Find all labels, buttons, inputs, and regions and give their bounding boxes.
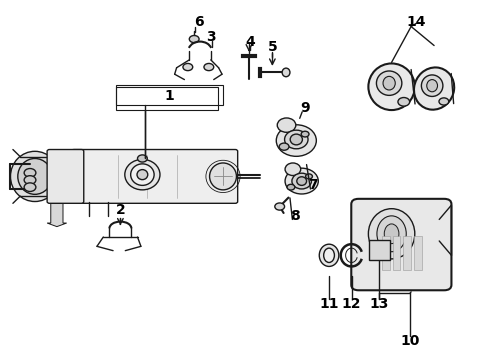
Circle shape — [204, 63, 214, 71]
Circle shape — [301, 131, 309, 137]
Text: 11: 11 — [319, 297, 339, 311]
Circle shape — [275, 203, 285, 210]
Circle shape — [398, 98, 410, 106]
Text: 6: 6 — [194, 15, 203, 29]
Circle shape — [287, 184, 295, 190]
Circle shape — [24, 183, 36, 192]
Circle shape — [183, 63, 193, 71]
Text: 5: 5 — [268, 40, 277, 54]
Circle shape — [24, 176, 36, 184]
Ellipse shape — [384, 224, 399, 244]
Text: 2: 2 — [116, 203, 125, 217]
Ellipse shape — [414, 67, 454, 110]
Ellipse shape — [125, 159, 160, 190]
Ellipse shape — [285, 163, 301, 176]
Circle shape — [138, 155, 147, 162]
Ellipse shape — [376, 71, 402, 95]
Circle shape — [24, 168, 36, 177]
Bar — [368, 240, 390, 260]
Ellipse shape — [297, 177, 307, 185]
Text: 14: 14 — [406, 15, 426, 29]
FancyBboxPatch shape — [47, 149, 84, 203]
Circle shape — [189, 36, 199, 42]
Ellipse shape — [377, 216, 406, 252]
Bar — [414, 235, 422, 270]
Ellipse shape — [427, 80, 438, 92]
Ellipse shape — [210, 163, 237, 190]
Ellipse shape — [276, 125, 317, 156]
Circle shape — [439, 98, 449, 105]
FancyBboxPatch shape — [72, 149, 238, 203]
Ellipse shape — [324, 248, 334, 262]
Ellipse shape — [319, 244, 339, 266]
Ellipse shape — [282, 68, 290, 77]
Text: 3: 3 — [206, 30, 216, 44]
Bar — [382, 235, 390, 270]
Text: 9: 9 — [300, 101, 309, 115]
Bar — [116, 85, 223, 105]
Circle shape — [306, 174, 313, 179]
Ellipse shape — [368, 63, 415, 110]
Ellipse shape — [18, 158, 52, 194]
Ellipse shape — [290, 134, 302, 145]
Text: 12: 12 — [342, 297, 361, 311]
Ellipse shape — [292, 173, 312, 189]
FancyArrow shape — [47, 202, 67, 226]
Ellipse shape — [285, 130, 308, 149]
Ellipse shape — [368, 209, 415, 259]
Text: 8: 8 — [290, 209, 300, 223]
Text: 4: 4 — [245, 35, 255, 49]
Ellipse shape — [277, 118, 296, 132]
Text: 13: 13 — [369, 297, 389, 311]
Text: 1: 1 — [164, 89, 174, 103]
Bar — [116, 87, 218, 110]
Ellipse shape — [10, 151, 59, 202]
Ellipse shape — [131, 164, 154, 185]
Text: 10: 10 — [400, 334, 420, 348]
FancyBboxPatch shape — [351, 199, 451, 290]
Ellipse shape — [383, 76, 395, 90]
Ellipse shape — [137, 170, 148, 180]
Text: 7: 7 — [309, 178, 318, 192]
Bar — [403, 235, 411, 270]
Ellipse shape — [421, 75, 443, 96]
Ellipse shape — [285, 168, 319, 194]
Bar — [392, 235, 400, 270]
Circle shape — [279, 143, 289, 150]
